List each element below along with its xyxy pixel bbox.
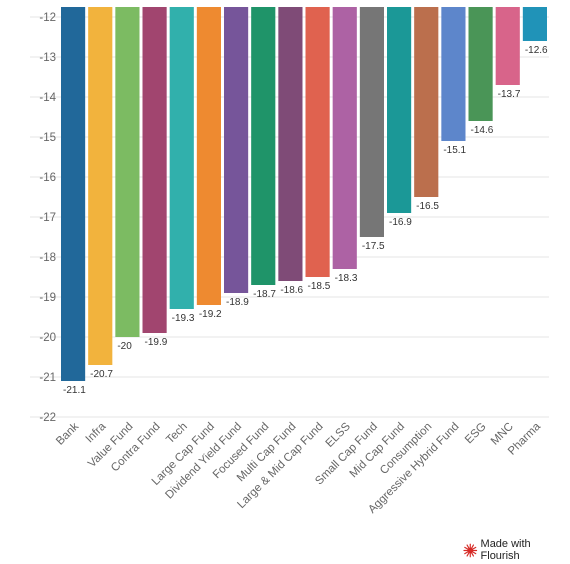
y-tick-label: -17 (39, 212, 56, 224)
flourish-logo-icon (463, 543, 478, 557)
bar[interactable] (224, 7, 249, 293)
data-label: -18.3 (335, 273, 358, 284)
y-tick-label: -14 (39, 92, 56, 104)
y-tick-label: -15 (39, 132, 56, 144)
data-label: -20.7 (90, 369, 113, 380)
bar[interactable] (251, 7, 276, 285)
data-label: -19.2 (199, 309, 222, 320)
bar[interactable] (414, 7, 439, 197)
bar[interactable] (387, 7, 412, 213)
x-tick-label: ESG (463, 421, 489, 447)
data-label: -21.1 (63, 385, 86, 396)
y-axis: -12 -13 -14 -15 -16 -17 -18 -19 -20 -21 -22 (39, 12, 56, 424)
y-tick-label: -16 (39, 172, 56, 184)
y-tick-label: -12 (39, 12, 56, 24)
data-label: -19.3 (172, 313, 195, 324)
data-label: -16.5 (416, 201, 439, 212)
bar[interactable] (115, 7, 140, 337)
x-tick-label: Bank (54, 420, 81, 447)
bar[interactable] (495, 7, 520, 85)
bar[interactable] (88, 7, 113, 365)
credit-text: Made with Flourish (480, 538, 531, 562)
bar[interactable] (196, 7, 221, 305)
y-tick-label: -19 (39, 292, 56, 304)
y-tick-label: -20 (39, 332, 56, 344)
data-label: -19.9 (145, 337, 168, 348)
bar[interactable] (61, 7, 86, 381)
y-tick-label: -13 (39, 52, 56, 64)
data-label: -15.1 (443, 145, 466, 156)
data-label: -18.9 (226, 297, 249, 308)
bar[interactable] (468, 7, 493, 121)
data-label: -18.6 (280, 285, 303, 296)
bar[interactable] (332, 7, 357, 269)
data-label: -14.6 (471, 125, 494, 136)
bar[interactable] (142, 7, 167, 333)
data-labels: -21.1 -20.7 -20 -19.9 -19.3 -19.2 -18.9 -18.7 -1… (63, 45, 548, 396)
data-label: -13.7 (498, 89, 521, 100)
bars (61, 7, 547, 381)
data-label: -16.9 (389, 217, 412, 228)
data-label: -20 (117, 341, 132, 352)
bar[interactable] (359, 7, 384, 237)
bar[interactable] (278, 7, 303, 281)
data-label: -12.6 (525, 45, 548, 56)
y-tick-label: -22 (39, 412, 56, 424)
bar[interactable] (522, 7, 547, 41)
y-tick-label: -18 (39, 252, 56, 264)
bar[interactable] (305, 7, 330, 277)
data-label: -18.7 (253, 289, 276, 300)
data-label: -18.5 (308, 281, 331, 292)
made-with-flourish-badge[interactable]: Made with Flourish (463, 538, 570, 562)
data-label: -17.5 (362, 241, 385, 252)
bar[interactable] (441, 7, 466, 141)
bar[interactable] (169, 7, 194, 309)
bar-chart: -12-13-14-15-16-17-18-19-20-21-22 -21.1-… (30, 7, 549, 516)
y-tick-label: -21 (39, 372, 56, 384)
